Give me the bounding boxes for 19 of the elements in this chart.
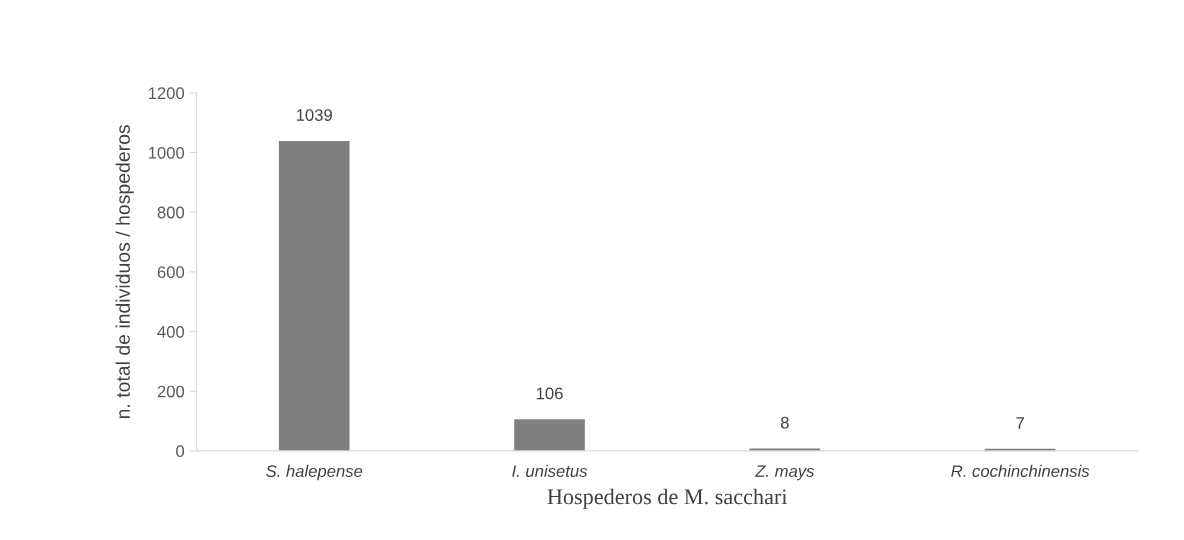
x-axis-title: Hospederos de M. sacchari	[547, 488, 788, 509]
data-label: 1039	[296, 109, 332, 121]
data-label: 106	[536, 387, 563, 400]
x-tick-label: S. halepense	[266, 464, 363, 481]
data-label: 7	[1016, 417, 1024, 429]
y-axis-title: n. total de individuos / hospederos	[115, 125, 134, 419]
x-tick-label: Z. mays	[754, 465, 815, 481]
y-tick-label: 400	[157, 325, 185, 338]
y-tick-label: 1000	[148, 146, 185, 159]
x-tick-label: R. cochinchinensis	[951, 464, 1090, 478]
bar	[514, 419, 585, 451]
y-tick-label: 0	[176, 445, 185, 458]
data-label: 8	[780, 416, 789, 429]
y-tick-label: 200	[157, 385, 185, 398]
y-tick-label: 600	[157, 266, 185, 279]
y-tick-label: 1200	[148, 87, 185, 100]
bar	[278, 140, 350, 451]
x-tick-label: I. unisetus	[512, 464, 588, 478]
y-tick-label: 800	[157, 206, 185, 219]
